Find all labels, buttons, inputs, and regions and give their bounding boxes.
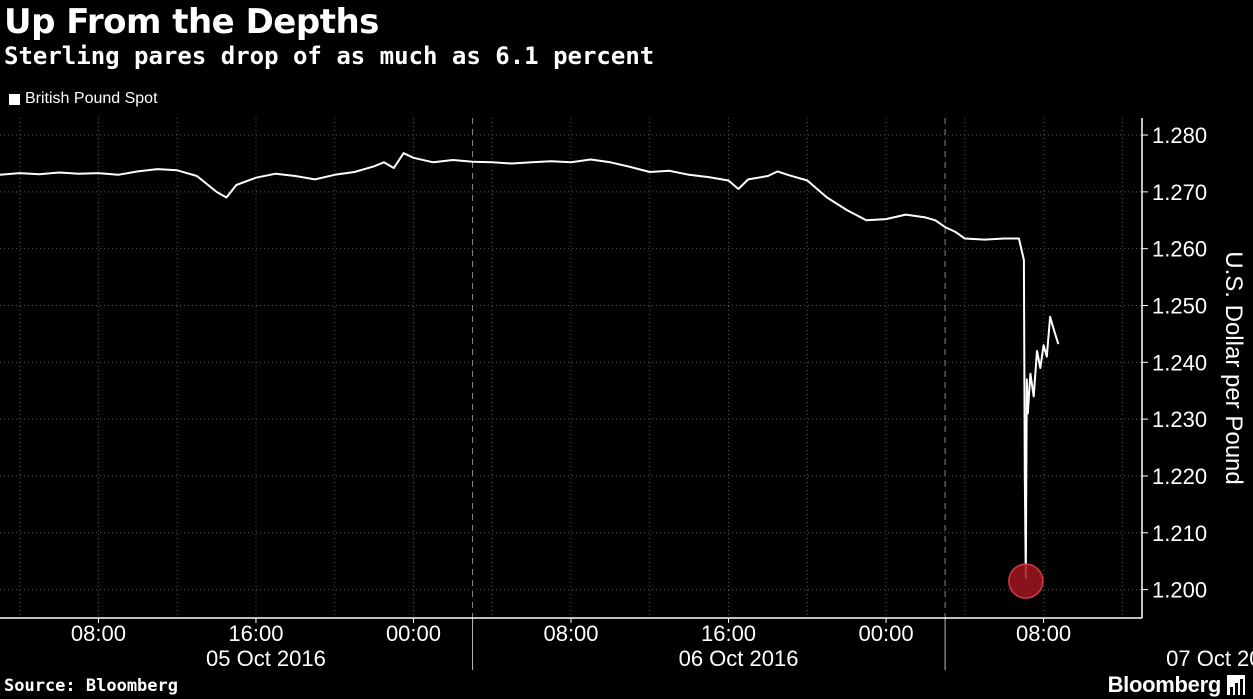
x-tick-label: 16:00 (701, 621, 756, 646)
series-line-british-pound-spot (0, 152, 1060, 580)
x-tick-label: 00:00 (386, 621, 441, 646)
x-date-label: 06 Oct 2016 (679, 646, 799, 671)
legend: British Pound Spot (9, 90, 158, 108)
bar-chart-icon (1227, 675, 1245, 695)
x-date-label: 07 Oct 2016 (1166, 646, 1253, 671)
y-tick-label: 1.230 (1152, 407, 1207, 432)
brand-name: Bloomberg (1107, 672, 1222, 697)
brand-logo: Bloomberg (1108, 672, 1245, 698)
legend-swatch (9, 93, 20, 105)
y-tick-label: 1.280 (1152, 123, 1207, 148)
x-tick-label: 00:00 (859, 621, 914, 646)
y-axis-label: U.S. Dollar per Pound (1220, 251, 1247, 484)
chart-title: Up From the Depths (4, 2, 379, 42)
x-tick-label: 08:00 (71, 621, 126, 646)
x-tick-label: 08:00 (1016, 621, 1071, 646)
x-date-label: 05 Oct 2016 (206, 646, 326, 671)
y-tick-label: 1.270 (1152, 180, 1207, 205)
x-tick-label: 08:00 (543, 621, 598, 646)
y-tick-label: 1.210 (1152, 521, 1207, 546)
y-tick-label: 1.260 (1152, 237, 1207, 262)
y-tick-label: 1.240 (1152, 350, 1207, 375)
y-tick-label: 1.220 (1152, 464, 1207, 489)
y-tick-label: 1.200 (1152, 578, 1207, 603)
legend-label: British Pound Spot (25, 90, 158, 107)
x-tick-label: 16:00 (228, 621, 283, 646)
source-note: Source: Bloomberg (4, 676, 178, 696)
low-point-marker (1008, 563, 1044, 599)
y-tick-label: 1.250 (1152, 294, 1207, 319)
chart-subtitle: Sterling pares drop of as much as 6.1 pe… (4, 42, 655, 70)
